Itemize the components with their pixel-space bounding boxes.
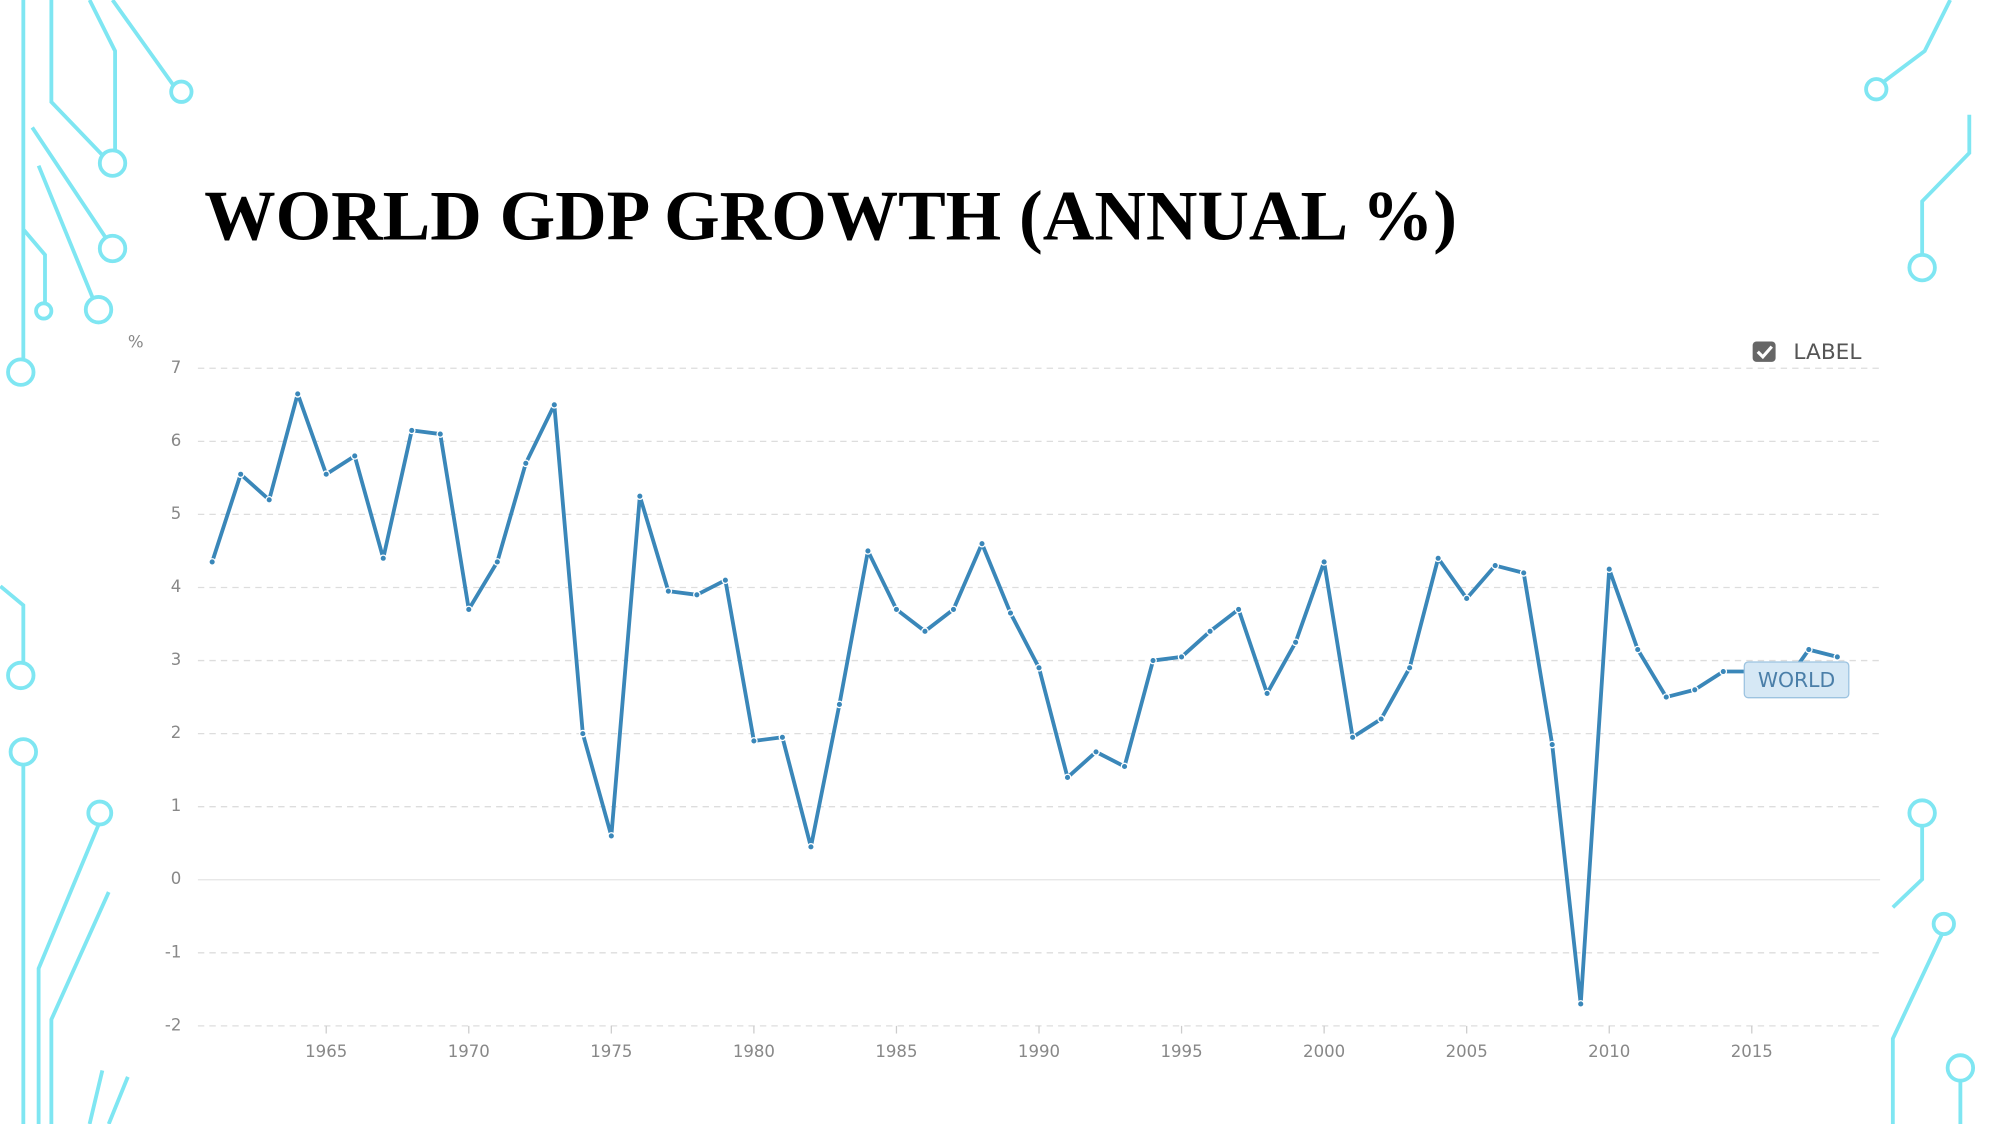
data-point: [208, 558, 216, 566]
data-point: [493, 558, 502, 566]
data-point: [236, 470, 245, 479]
data-point: [978, 539, 986, 548]
y-tick-label: 7: [171, 358, 182, 377]
y-unit-label: %: [128, 332, 144, 351]
data-point: [1291, 638, 1300, 647]
data-point: [921, 627, 929, 636]
label-toggle[interactable]: LABEL: [1752, 340, 1862, 365]
data-point: [778, 733, 787, 742]
y-tick-label: -2: [165, 1015, 182, 1034]
data-point: [1833, 653, 1842, 661]
data-point: [1804, 645, 1813, 654]
data-point: [835, 700, 844, 709]
data-point: [293, 390, 302, 398]
data-point: [1405, 664, 1414, 672]
data-point: [1234, 605, 1243, 614]
x-tick-label: 1975: [590, 1042, 632, 1061]
data-point: [864, 547, 872, 555]
data-point: [550, 401, 559, 409]
y-tick-label: 4: [171, 577, 182, 596]
data-point: [1177, 653, 1186, 661]
data-point: [750, 737, 758, 745]
data-point: [636, 492, 644, 500]
data-point: [1491, 561, 1500, 570]
data-point: [1719, 667, 1728, 676]
series-label-box: [1743, 661, 1850, 699]
toggle-label[interactable]: LABEL: [1793, 340, 1861, 365]
x-tick-label: 1970: [448, 1042, 490, 1061]
data-point: [1576, 1000, 1585, 1008]
data-point: [350, 452, 359, 460]
data-point: [1690, 685, 1699, 694]
series-label: WORLD: [1758, 668, 1835, 692]
x-tick-label: 1985: [875, 1042, 917, 1061]
data-point: [436, 430, 445, 438]
y-tick-label: 5: [171, 504, 182, 523]
x-tick-label: 2015: [1731, 1042, 1773, 1061]
data-point: [1320, 558, 1328, 566]
y-tick-label: -1: [165, 942, 182, 961]
data-point: [1377, 715, 1385, 723]
x-tick-label: 2005: [1446, 1042, 1488, 1061]
data-point: [521, 459, 530, 468]
x-tick-label: 1965: [305, 1042, 347, 1061]
data-point: [1120, 762, 1129, 771]
data-point: [1462, 594, 1471, 603]
data-point: [721, 576, 730, 585]
data-point: [1348, 733, 1357, 742]
data-point: [578, 729, 587, 738]
data-point: [1063, 773, 1072, 782]
y-tick-label: 6: [171, 431, 182, 450]
slide-title: WORLD GDP GROWTH (ANNUAL %): [204, 176, 1457, 255]
x-tick-label: 2010: [1588, 1042, 1630, 1061]
data-point: [464, 605, 473, 614]
checkbox[interactable]: [1752, 341, 1776, 362]
data-point: [1092, 748, 1100, 756]
x-tick-label: 1980: [733, 1042, 775, 1061]
data-point: [265, 495, 274, 504]
y-tick-label: 1: [171, 796, 182, 815]
data-point: [1434, 554, 1442, 563]
x-tick-label: 1990: [1018, 1042, 1060, 1061]
data-point: [1605, 565, 1614, 574]
data-point: [1263, 689, 1271, 698]
data-point: [693, 590, 701, 599]
data-point: [1662, 693, 1671, 701]
data-point: [1633, 645, 1642, 654]
data-point: [1006, 609, 1015, 617]
series-line: [210, 391, 1838, 1006]
data-point: [892, 605, 901, 614]
data-point: [607, 832, 616, 840]
x-tick-label: 2000: [1303, 1042, 1345, 1061]
data-point: [1035, 664, 1043, 672]
data-point: [949, 605, 958, 614]
y-tick-label: 2: [171, 723, 182, 742]
data-point: [664, 587, 673, 595]
data-point: [322, 470, 331, 479]
y-tick-label: 0: [171, 869, 182, 888]
x-tick-label: 1995: [1161, 1042, 1203, 1061]
data-point: [807, 843, 815, 851]
data-point: [1149, 656, 1157, 665]
y-tick-label: 3: [171, 650, 182, 669]
data-point: [407, 426, 416, 435]
data-point: [1548, 740, 1557, 749]
checkmark: [1756, 345, 1773, 360]
data-point: [1206, 627, 1214, 636]
data-point: [1519, 569, 1528, 577]
data-point: [379, 554, 388, 563]
